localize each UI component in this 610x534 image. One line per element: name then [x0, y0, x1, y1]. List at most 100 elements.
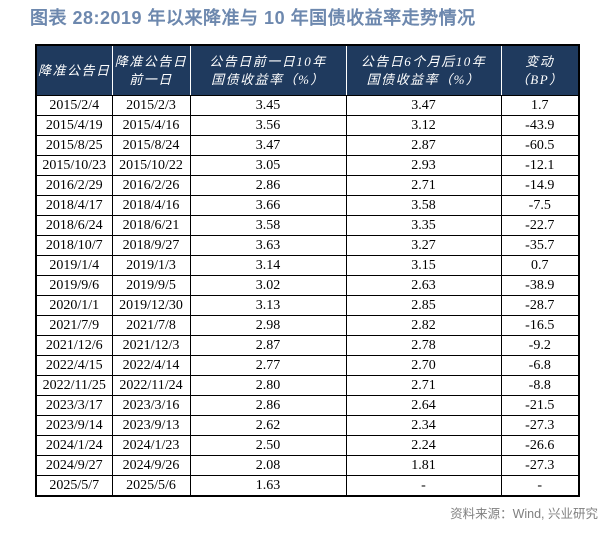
table-row: 2019/1/4 2019/1/3 3.14 3.15 0.7: [35, 255, 580, 276]
table-cell-prev_day: 2022/4/14: [111, 355, 191, 376]
table-cell-change_bp: -28.7: [500, 295, 580, 316]
table-cell-yield_prev_day: 2.77: [189, 355, 347, 376]
table-cell-yield_prev_day: 3.66: [189, 195, 347, 216]
table-cell-yield_6m_later: 1.81: [345, 455, 502, 476]
table-cell-announce_date: 2024/9/27: [35, 455, 113, 476]
table-cell-prev_day: 2019/9/5: [111, 275, 191, 296]
table-cell-change_bp: -21.5: [500, 395, 580, 416]
table-cell-yield_6m_later: 2.71: [345, 175, 502, 196]
table-cell-announce_date: 2023/9/14: [35, 415, 113, 436]
header-cell-change_bp: 变动 （BP）: [500, 45, 579, 96]
table-cell-change_bp: -26.6: [500, 435, 580, 456]
table-cell-change_bp: -60.5: [500, 135, 580, 156]
table-cell-yield_prev_day: 2.86: [189, 175, 347, 196]
table-cell-change_bp: -16.5: [500, 315, 580, 336]
table-cell-yield_prev_day: 3.45: [189, 95, 347, 116]
reserve-cut-yield-table-container: 降准公告日 降准公告日 前一日 公告日前一日10年 国债收益率（%） 公告日6个月后10年…: [35, 44, 580, 497]
table-cell-yield_6m_later: 2.85: [345, 295, 502, 316]
table-cell-announce_date: 2018/4/17: [35, 195, 113, 216]
table-cell-yield_6m_later: 2.24: [345, 435, 502, 456]
table-cell-yield_prev_day: 3.63: [189, 235, 347, 256]
table-cell-prev_day: 2016/2/26: [111, 175, 191, 196]
table-cell-change_bp: -6.8: [500, 355, 580, 376]
table-cell-yield_prev_day: 3.02: [189, 275, 347, 296]
table-cell-change_bp: -12.1: [500, 155, 580, 176]
table-cell-change_bp: -14.9: [500, 175, 580, 196]
table-cell-prev_day: 2025/5/6: [111, 475, 191, 497]
table-cell-change_bp: -43.9: [500, 115, 580, 136]
table-row: 2019/9/6 2019/9/5 3.02 2.63 -38.9: [35, 275, 580, 296]
table-row: 2023/9/14 2023/9/13 2.62 2.34 -27.3: [35, 415, 580, 436]
table-cell-prev_day: 2015/4/16: [111, 115, 191, 136]
source-note: 资料来源：Wind, 兴业研究: [450, 507, 598, 521]
header-cell-prev_day: 降准公告日 前一日: [111, 45, 191, 96]
table-cell-prev_day: 2018/9/27: [111, 235, 191, 256]
table-cell-yield_prev_day: 3.47: [189, 135, 347, 156]
table-cell-yield_prev_day: 2.62: [189, 415, 347, 436]
table-cell-prev_day: 2023/3/16: [111, 395, 191, 416]
table-cell-yield_prev_day: 3.56: [189, 115, 347, 136]
table-cell-prev_day: 2024/1/23: [111, 435, 191, 456]
table-cell-yield_6m_later: -: [345, 475, 502, 497]
table-cell-change_bp: -7.5: [500, 195, 580, 216]
table-row: 2023/3/17 2023/3/16 2.86 2.64 -21.5: [35, 395, 580, 416]
table-row: 2015/8/25 2015/8/24 3.47 2.87 -60.5: [35, 135, 580, 156]
table-cell-yield_prev_day: 2.98: [189, 315, 347, 336]
table-cell-announce_date: 2015/4/19: [35, 115, 113, 136]
table-cell-announce_date: 2015/2/4: [35, 95, 113, 116]
table-cell-yield_6m_later: 2.71: [345, 375, 502, 396]
table-cell-change_bp: -: [500, 475, 580, 497]
table-cell-prev_day: 2019/1/3: [111, 255, 191, 276]
table-row: 2024/9/27 2024/9/26 2.08 1.81 -27.3: [35, 455, 580, 476]
header-cell-yield_prev_day: 公告日前一日10年 国债收益率（%）: [189, 45, 347, 96]
table-cell-yield_prev_day: 2.50: [189, 435, 347, 456]
table-row: 2015/4/19 2015/4/16 3.56 3.12 -43.9: [35, 115, 580, 136]
table-cell-announce_date: 2025/5/7: [35, 475, 113, 497]
table-cell-prev_day: 2019/12/30: [111, 295, 191, 316]
table-cell-change_bp: 0.7: [500, 255, 580, 276]
table-cell-prev_day: 2022/11/24: [111, 375, 191, 396]
table-cell-yield_prev_day: 2.87: [189, 335, 347, 356]
table-body: 2015/2/4 2015/2/3 3.45 3.47 1.7 2015/4/19 2015…: [35, 95, 580, 497]
table-cell-announce_date: 2024/1/24: [35, 435, 113, 456]
table-cell-change_bp: -38.9: [500, 275, 580, 296]
table-row: 2020/1/1 2019/12/30 3.13 2.85 -28.7: [35, 295, 580, 316]
table-cell-announce_date: 2021/7/9: [35, 315, 113, 336]
header-cell-yield_6m_later: 公告日6个月后10年 国债收益率（%）: [345, 45, 502, 96]
table-cell-announce_date: 2022/4/15: [35, 355, 113, 376]
table-cell-yield_6m_later: 2.63: [345, 275, 502, 296]
table-cell-prev_day: 2018/4/16: [111, 195, 191, 216]
table-row: 2021/12/6 2021/12/3 2.87 2.78 -9.2: [35, 335, 580, 356]
table-cell-yield_6m_later: 2.82: [345, 315, 502, 336]
table-cell-prev_day: 2015/10/22: [111, 155, 191, 176]
table-cell-yield_prev_day: 2.86: [189, 395, 347, 416]
reserve-cut-yield-table: 降准公告日 降准公告日 前一日 公告日前一日10年 国债收益率（%） 公告日6个月后10年…: [35, 44, 580, 497]
table-cell-announce_date: 2015/8/25: [35, 135, 113, 156]
table-row: 2016/2/29 2016/2/26 2.86 2.71 -14.9: [35, 175, 580, 196]
table-row: 2025/5/7 2025/5/6 1.63- -: [35, 475, 580, 497]
table-cell-announce_date: 2018/10/7: [35, 235, 113, 256]
table-cell-change_bp: -35.7: [500, 235, 580, 256]
table-cell-yield_prev_day: 3.14: [189, 255, 347, 276]
table-cell-change_bp: -27.3: [500, 455, 580, 476]
table-cell-change_bp: -9.2: [500, 335, 580, 356]
table-cell-announce_date: 2015/10/23: [35, 155, 113, 176]
table-cell-yield_6m_later: 2.93: [345, 155, 502, 176]
table-row: 2022/11/25 2022/11/24 2.80 2.71 -8.8: [35, 375, 580, 396]
table-cell-prev_day: 2021/7/8: [111, 315, 191, 336]
table-cell-change_bp: -27.3: [500, 415, 580, 436]
table-cell-yield_6m_later: 3.35: [345, 215, 502, 236]
table-cell-yield_prev_day: 2.08: [189, 455, 347, 476]
table-cell-yield_6m_later: 2.87: [345, 135, 502, 156]
header-cell-announce_date: 降准公告日: [36, 45, 113, 96]
table-cell-yield_6m_later: 3.12: [345, 115, 502, 136]
table-row: 2022/4/15 2022/4/14 2.77 2.70 -6.8: [35, 355, 580, 376]
table-cell-announce_date: 2018/6/24: [35, 215, 113, 236]
table-cell-yield_prev_day: 2.80: [189, 375, 347, 396]
table-cell-yield_prev_day: 1.63: [189, 475, 347, 497]
table-row: 2018/6/24 2018/6/21 3.58 3.35 -22.7: [35, 215, 580, 236]
table-cell-prev_day: 2023/9/13: [111, 415, 191, 436]
table-cell-change_bp: -22.7: [500, 215, 580, 236]
table-cell-announce_date: 2019/1/4: [35, 255, 113, 276]
table-cell-prev_day: 2015/2/3: [111, 95, 191, 116]
